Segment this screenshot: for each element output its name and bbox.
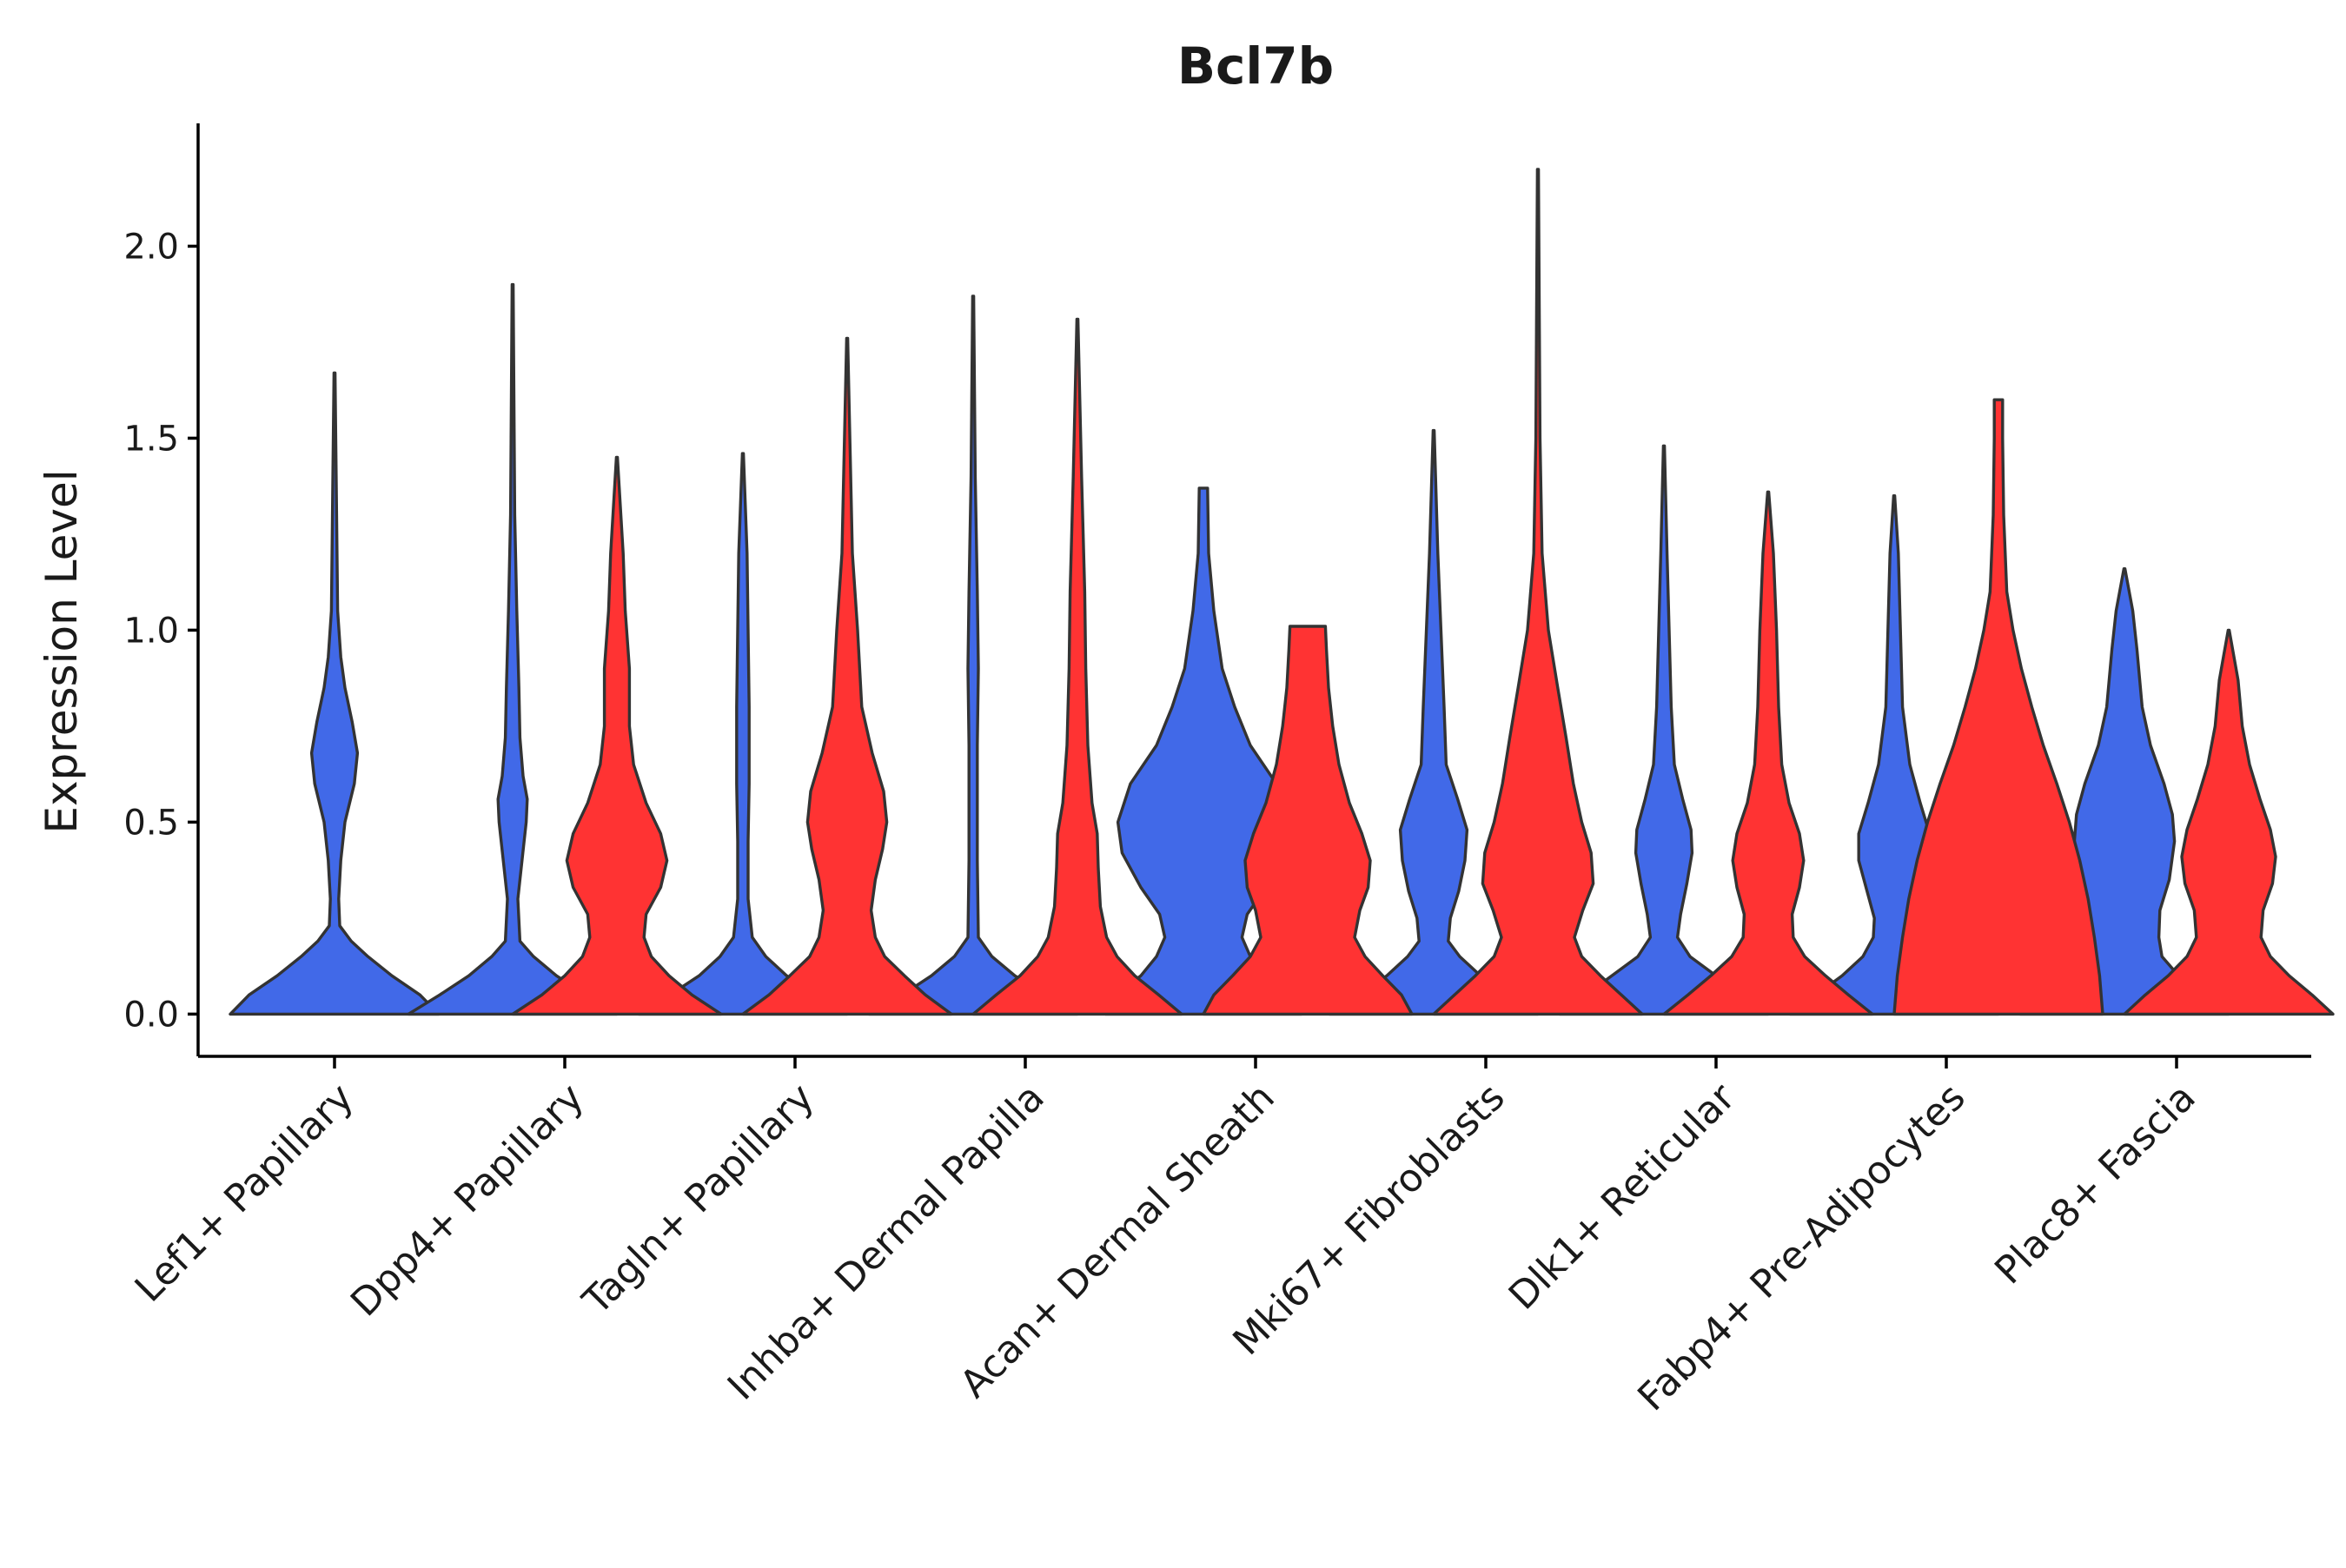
violin-red-4: [971, 317, 1183, 1016]
y-tick-label: 0.0: [123, 995, 179, 1035]
x-tick-label: Plac8+ Fascia: [1986, 1075, 2204, 1293]
violin-red-8: [1892, 398, 2104, 1016]
violin-red-2: [511, 455, 723, 1016]
x-tick-label: Lef1+ Papillary: [127, 1075, 362, 1311]
violin-red-7: [1662, 490, 1874, 1016]
violin-red-9: [2123, 628, 2335, 1016]
violin-blue-4: [867, 294, 1079, 1016]
x-tick-label: Dlk1+ Reticular: [1501, 1075, 1745, 1319]
y-tick-label: 0.5: [123, 803, 179, 843]
violin-blue-6: [1328, 428, 1540, 1016]
violin-red-5: [1202, 625, 1414, 1016]
y-tick-label: 1.5: [123, 419, 179, 459]
violins-group: [229, 168, 2335, 1016]
violin-red-3: [741, 336, 953, 1016]
y-tick-label: 1.0: [123, 611, 179, 651]
x-tick-label: Dpp4+ Papillary: [342, 1075, 593, 1326]
x-tick-label: Tagln+ Papillary: [574, 1075, 823, 1324]
violin-blue-2: [407, 282, 619, 1016]
chart-title: Bcl7b: [1177, 36, 1334, 96]
y-tick-label: 2.0: [123, 227, 179, 267]
violin-blue-3: [637, 452, 849, 1016]
y-ticks-group: 0.0 0.5 1.0 1.5 2.0: [123, 227, 198, 1035]
violin-blue-1: [229, 371, 441, 1016]
y-axis-label: Expression Level: [36, 469, 87, 833]
violin-red-6: [1432, 168, 1644, 1016]
violin-blue-7: [1558, 444, 1770, 1016]
